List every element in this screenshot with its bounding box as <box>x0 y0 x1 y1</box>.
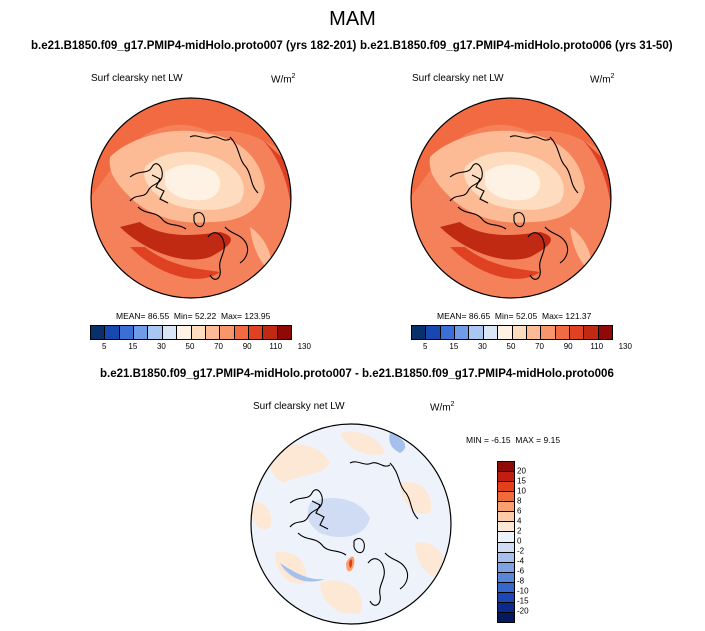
colorbar-tick-label: 15 <box>128 342 138 351</box>
colorbar-swatch <box>498 511 514 522</box>
colorbar-swatch <box>176 326 191 339</box>
diff-panel-variable: Surf clearsky net LW <box>253 401 345 412</box>
colorbar-swatch <box>498 551 514 562</box>
colorbar-tick-label: -10 <box>517 586 529 596</box>
colorbar-swatch <box>498 471 514 482</box>
colorbar-swatch <box>276 326 292 339</box>
colorbar-tick-label: 15 <box>517 476 526 486</box>
panel-2-polar-map <box>410 97 612 299</box>
panel-1-units: W/m2 <box>271 73 296 86</box>
colorbar-swatch <box>568 326 584 339</box>
colorbar-swatch <box>498 581 514 592</box>
colorbar-swatch <box>91 326 105 339</box>
colorbar-tick-label: 90 <box>242 342 252 351</box>
colorbar-swatch <box>425 326 440 339</box>
diff-panel-colorbar: 20 15 10 8 6 4 2 0 -2 -4 -6 -8 -10 -15 -20 <box>497 461 547 623</box>
colorbar-swatch <box>498 541 514 552</box>
colorbar-tick-label: -20 <box>517 606 529 616</box>
colorbar-swatch <box>190 326 205 339</box>
colorbar-swatch <box>498 481 514 492</box>
colorbar-swatch <box>262 326 277 339</box>
colorbar-swatch <box>118 326 134 339</box>
colorbar-tick-label: 0 <box>517 536 522 546</box>
colorbar-swatch <box>147 326 162 339</box>
colorbar-swatch <box>439 326 455 339</box>
panel-2-colorbar: 5 15 30 50 70 90 110 130 <box>411 325 632 355</box>
colorbar-swatch <box>247 326 263 339</box>
colorbar-swatch <box>498 501 514 512</box>
colorbar-tick-label: 30 <box>477 342 487 351</box>
colorbar-tick-label: 130 <box>618 342 632 351</box>
colorbar-tick-label: 5 <box>423 342 428 351</box>
colorbar-swatch <box>597 326 613 339</box>
colorbar-swatch <box>525 326 541 339</box>
colorbar-tick-label: 110 <box>269 342 283 351</box>
colorbar-swatch <box>498 591 514 602</box>
colorbar-swatch <box>497 326 512 339</box>
colorbar-swatch <box>583 326 598 339</box>
colorbar-swatch <box>498 491 514 502</box>
colorbar-swatch <box>204 326 220 339</box>
colorbar-swatch <box>104 326 119 339</box>
colorbar-tick-label: 4 <box>517 516 522 526</box>
panel-2-variable: Surf clearsky net LW <box>412 73 504 84</box>
colorbar-tick-label: -6 <box>517 566 525 576</box>
colorbar-tick-label: 2 <box>517 526 522 536</box>
colorbar-tick-label: 6 <box>517 506 522 516</box>
panel-1-variable: Surf clearsky net LW <box>91 73 183 84</box>
colorbar-swatch <box>468 326 483 339</box>
colorbar-swatch <box>161 326 177 339</box>
colorbar-swatch <box>454 326 469 339</box>
colorbar-tick-label: 30 <box>156 342 166 351</box>
panel-1-title: b.e21.B1850.f09_g17.PMIP4-midHolo.proto0… <box>31 40 357 52</box>
colorbar-swatch <box>498 561 514 572</box>
colorbar-swatch <box>498 571 514 582</box>
colorbar-tick-label: 130 <box>297 342 311 351</box>
colorbar-swatch <box>511 326 526 339</box>
colorbar-swatch <box>498 462 514 472</box>
colorbar-swatch <box>498 521 514 532</box>
panel-1-colorbar: 5 15 30 50 70 90 110 130 <box>90 325 311 355</box>
colorbar-swatch <box>412 326 426 339</box>
colorbar-tick-label: -15 <box>517 596 529 606</box>
diff-panel-polar-map <box>250 423 452 625</box>
colorbar-swatch <box>554 326 569 339</box>
diff-panel-title: b.e21.B1850.f09_g17.PMIP4-midHolo.proto0… <box>100 368 614 380</box>
colorbar-swatch <box>133 326 148 339</box>
colorbar-tick-label: 90 <box>563 342 573 351</box>
colorbar-tick-label: 50 <box>506 342 516 351</box>
colorbar-swatch <box>219 326 234 339</box>
colorbar-swatch <box>498 611 514 622</box>
colorbar-tick-label: 50 <box>185 342 195 351</box>
colorbar-tick-label: 15 <box>449 342 459 351</box>
colorbar-tick-label: 70 <box>535 342 545 351</box>
diff-panel-stats: MIN = -6.15 MAX = 9.15 <box>466 435 561 445</box>
panel-2-title: b.e21.B1850.f09_g17.PMIP4-midHolo.proto0… <box>360 40 673 52</box>
colorbar-tick-label: -4 <box>517 556 525 566</box>
colorbar-swatch <box>498 531 514 542</box>
panel-2-units: W/m2 <box>590 73 615 86</box>
diff-panel-units: W/m2 <box>430 401 455 414</box>
colorbar-swatch <box>540 326 555 339</box>
colorbar-tick-label: 5 <box>102 342 107 351</box>
colorbar-tick-label: 70 <box>214 342 224 351</box>
season-title: MAM <box>329 8 376 30</box>
colorbar-tick-label: -2 <box>517 546 525 556</box>
panel-1-stats: MEAN= 86.55 Min= 52.22 Max= 123.95 <box>116 311 271 321</box>
colorbar-swatch <box>482 326 498 339</box>
colorbar-tick-label: 10 <box>517 486 526 496</box>
panel-1-polar-map <box>90 97 292 299</box>
colorbar-swatch <box>233 326 248 339</box>
colorbar-tick-label: 20 <box>517 466 526 476</box>
colorbar-tick-label: 110 <box>590 342 604 351</box>
colorbar-tick-label: 8 <box>517 496 522 506</box>
colorbar-tick-label: -8 <box>517 576 525 586</box>
panel-2-stats: MEAN= 86.65 Min= 52.05 Max= 121.37 <box>437 311 592 321</box>
colorbar-swatch <box>498 601 514 612</box>
